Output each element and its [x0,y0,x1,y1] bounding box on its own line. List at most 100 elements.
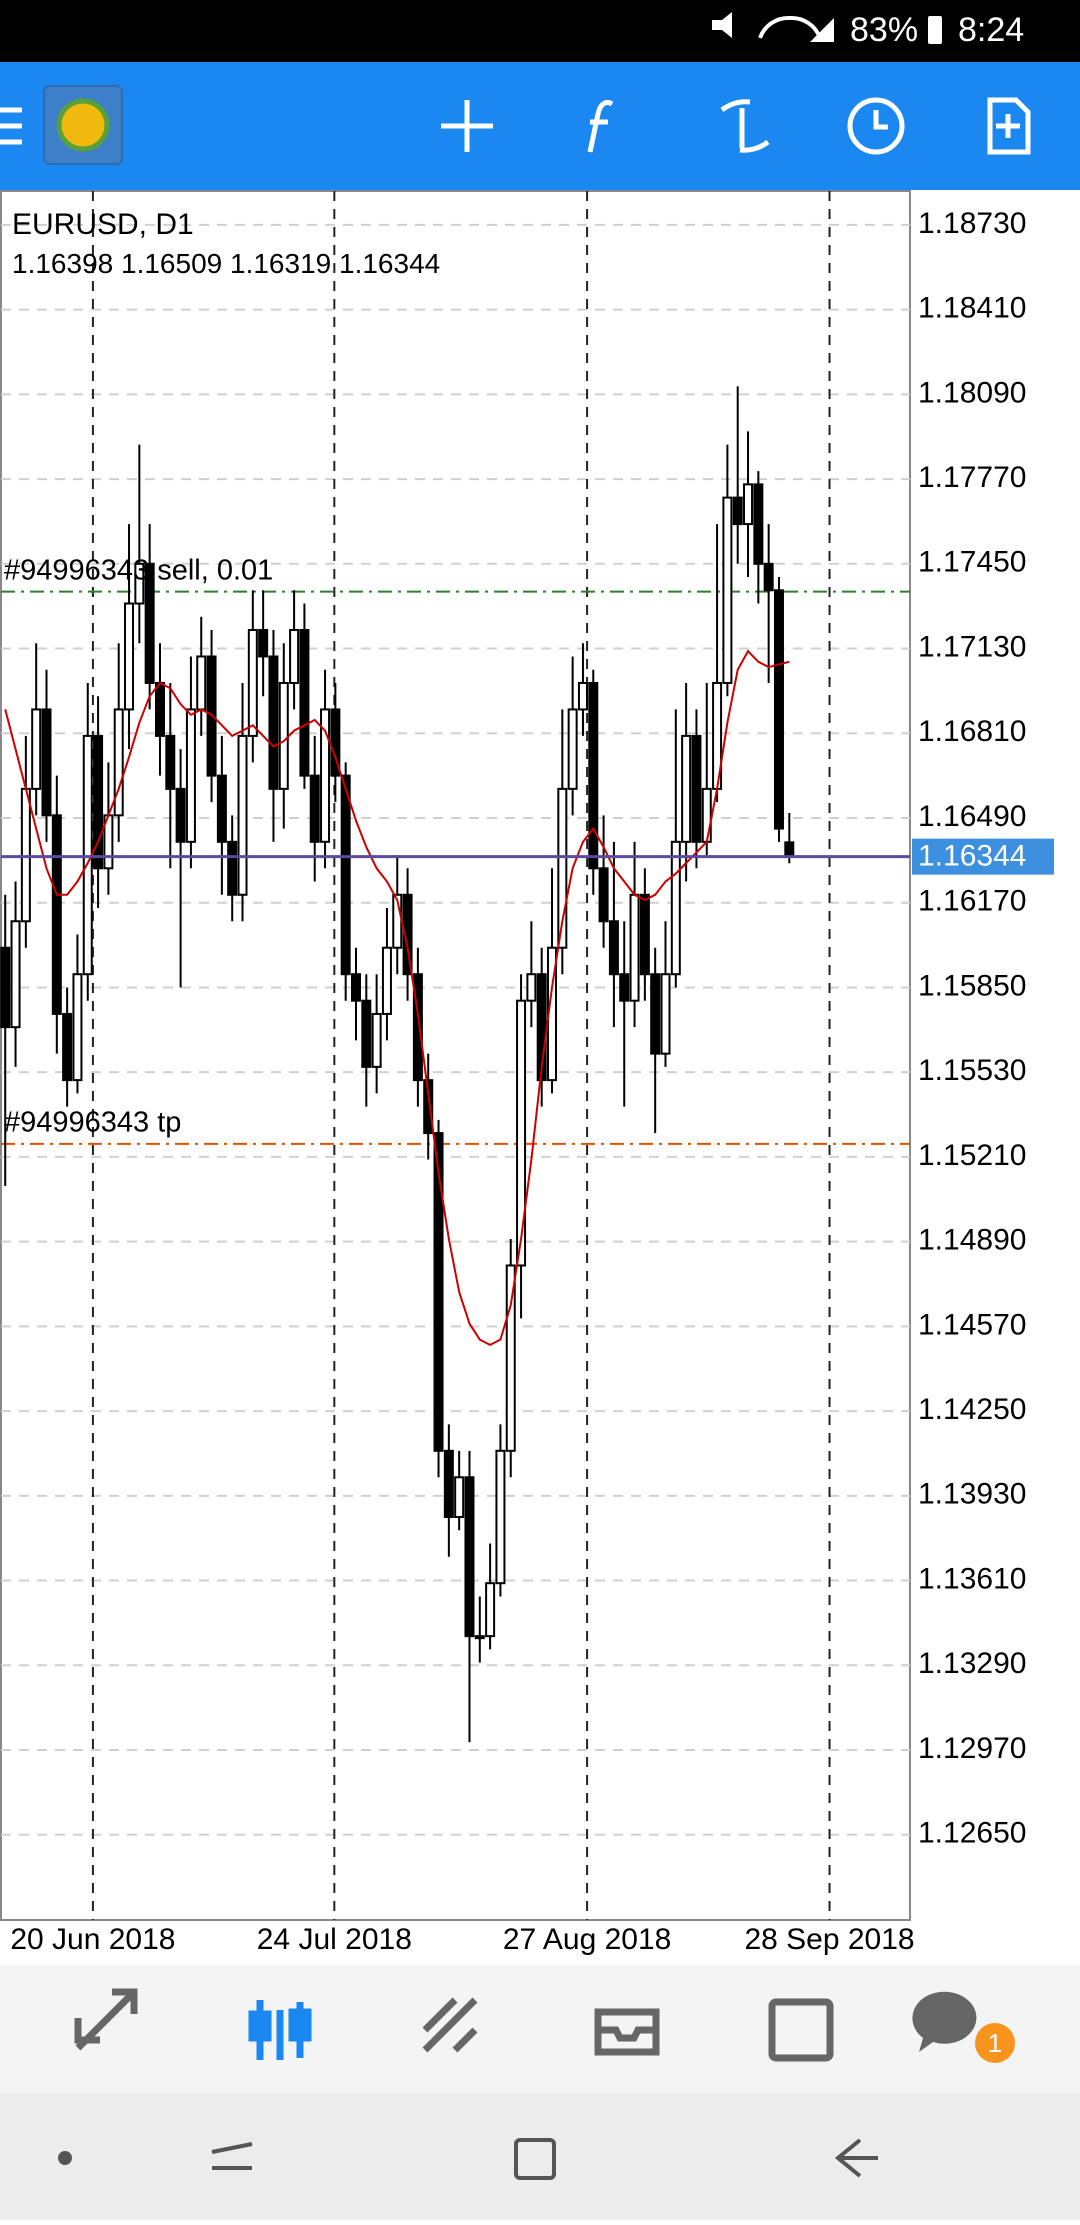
candle-body [237,734,248,896]
candle-body [124,602,135,711]
candle-body [753,483,764,565]
y-tick-label: 1.16170 [918,885,1026,918]
history-tab[interactable] [594,2008,660,2056]
candle-body [165,734,176,790]
candle-body [154,681,165,737]
indicators-button[interactable] [587,99,614,153]
y-tick-label: 1.16810 [918,715,1026,748]
price-box [912,838,1054,875]
trade-tab[interactable] [422,1997,478,2053]
candle-body [526,973,537,1002]
candle-body [536,973,547,1082]
candle-body [557,787,568,949]
y-tick-label: 1.13930 [918,1478,1026,1511]
candle-body [216,774,227,843]
candle-body [51,814,62,1015]
candle-body [454,1476,465,1519]
y-tick-label: 1.18090 [918,376,1026,409]
order-label: #94996343 sell, 0.01 [4,554,273,586]
candle-body [93,734,104,870]
candle-body [247,629,258,737]
system-nav [0,2093,1080,2220]
y-tick-label: 1.18410 [918,292,1026,325]
news-tab[interactable] [768,1998,834,2062]
moving-average [4,649,790,1347]
x-tick-label: 24 Jul 2018 [257,1923,412,1956]
toolbar-icons [0,85,1031,165]
candle-body [474,1635,485,1640]
last-open: 1.16398 [12,248,113,279]
battery: 83% [850,11,918,49]
candle-body [660,973,671,1055]
candle-body [185,708,196,843]
home-button[interactable] [514,2138,556,2180]
chart-frame [0,190,911,1921]
candle-body [722,496,733,684]
candle-body [62,1012,73,1082]
y-tick-label: 1.17130 [918,630,1026,663]
candle-body [41,708,52,817]
status-icons [712,12,942,44]
candle-body [495,1449,506,1585]
chat-tab[interactable] [912,1991,977,2052]
bottom-nav-icons [74,1988,977,2062]
candle-body [227,840,238,896]
candle-body [784,841,795,858]
candle-body [72,973,83,1082]
status-bar [0,0,1080,62]
system-nav-icons [58,2138,878,2180]
candle-body [175,787,186,843]
candle-body [196,655,207,711]
y-tick-label: 1.15530 [918,1054,1026,1087]
new-order-button[interactable] [987,97,1031,155]
candle-body [505,1264,516,1452]
menu-button[interactable] [0,107,22,145]
candle-body [516,999,527,1267]
candle-body [309,774,320,843]
x-tick-label: 20 Jun 2018 [10,1923,175,1956]
last-close: 1.16344 [339,248,440,279]
chart-tab[interactable] [248,2000,312,2060]
candle-body [299,629,310,777]
candle-body [608,920,619,976]
y-tick-label: 1.15210 [918,1139,1026,1172]
last-high: 1.16509 [121,248,222,279]
candle-body [773,589,784,830]
y-tick-label: 1.17770 [918,461,1026,494]
toolbar [0,62,1080,190]
candle-body [381,946,392,1015]
y-tick-label: 1.14570 [918,1308,1026,1341]
candle-body [732,496,743,526]
trade-button[interactable] [720,99,770,153]
candle-body [743,483,754,526]
candle-body [443,1449,454,1519]
candle-body [113,708,124,817]
back-button[interactable] [834,2138,878,2178]
recents-button[interactable] [211,2142,253,2170]
candle-body [567,708,578,790]
y-tick-label: 1.13290 [918,1647,1026,1680]
candle-body [629,893,640,1002]
y-tick-label: 1.17450 [918,546,1026,579]
y-tick-label: 1.13610 [918,1562,1026,1595]
badge [975,2023,1015,2063]
history-button[interactable] [847,97,905,155]
x-tick-label: 28 Sep 2018 [744,1923,914,1956]
candle-body [412,973,423,1082]
bottom-nav [0,1965,1080,2093]
order-label: #94996343 tp [4,1107,181,1139]
candle-body [619,973,630,1002]
candle-body [433,1132,444,1452]
candle-body [701,787,712,843]
y-tick-label: 1.12650 [918,1817,1026,1850]
candle-body [268,655,279,790]
candle-body [598,867,609,923]
candle-body [464,1476,475,1638]
quotes-tab[interactable] [74,1988,138,2051]
badge-count: 1 [988,2028,1002,2058]
candle-body [681,734,692,843]
crosshair-button[interactable] [441,100,493,152]
y-tick-label: 1.16490 [918,800,1026,833]
y-tick-label: 1.14250 [918,1393,1026,1426]
